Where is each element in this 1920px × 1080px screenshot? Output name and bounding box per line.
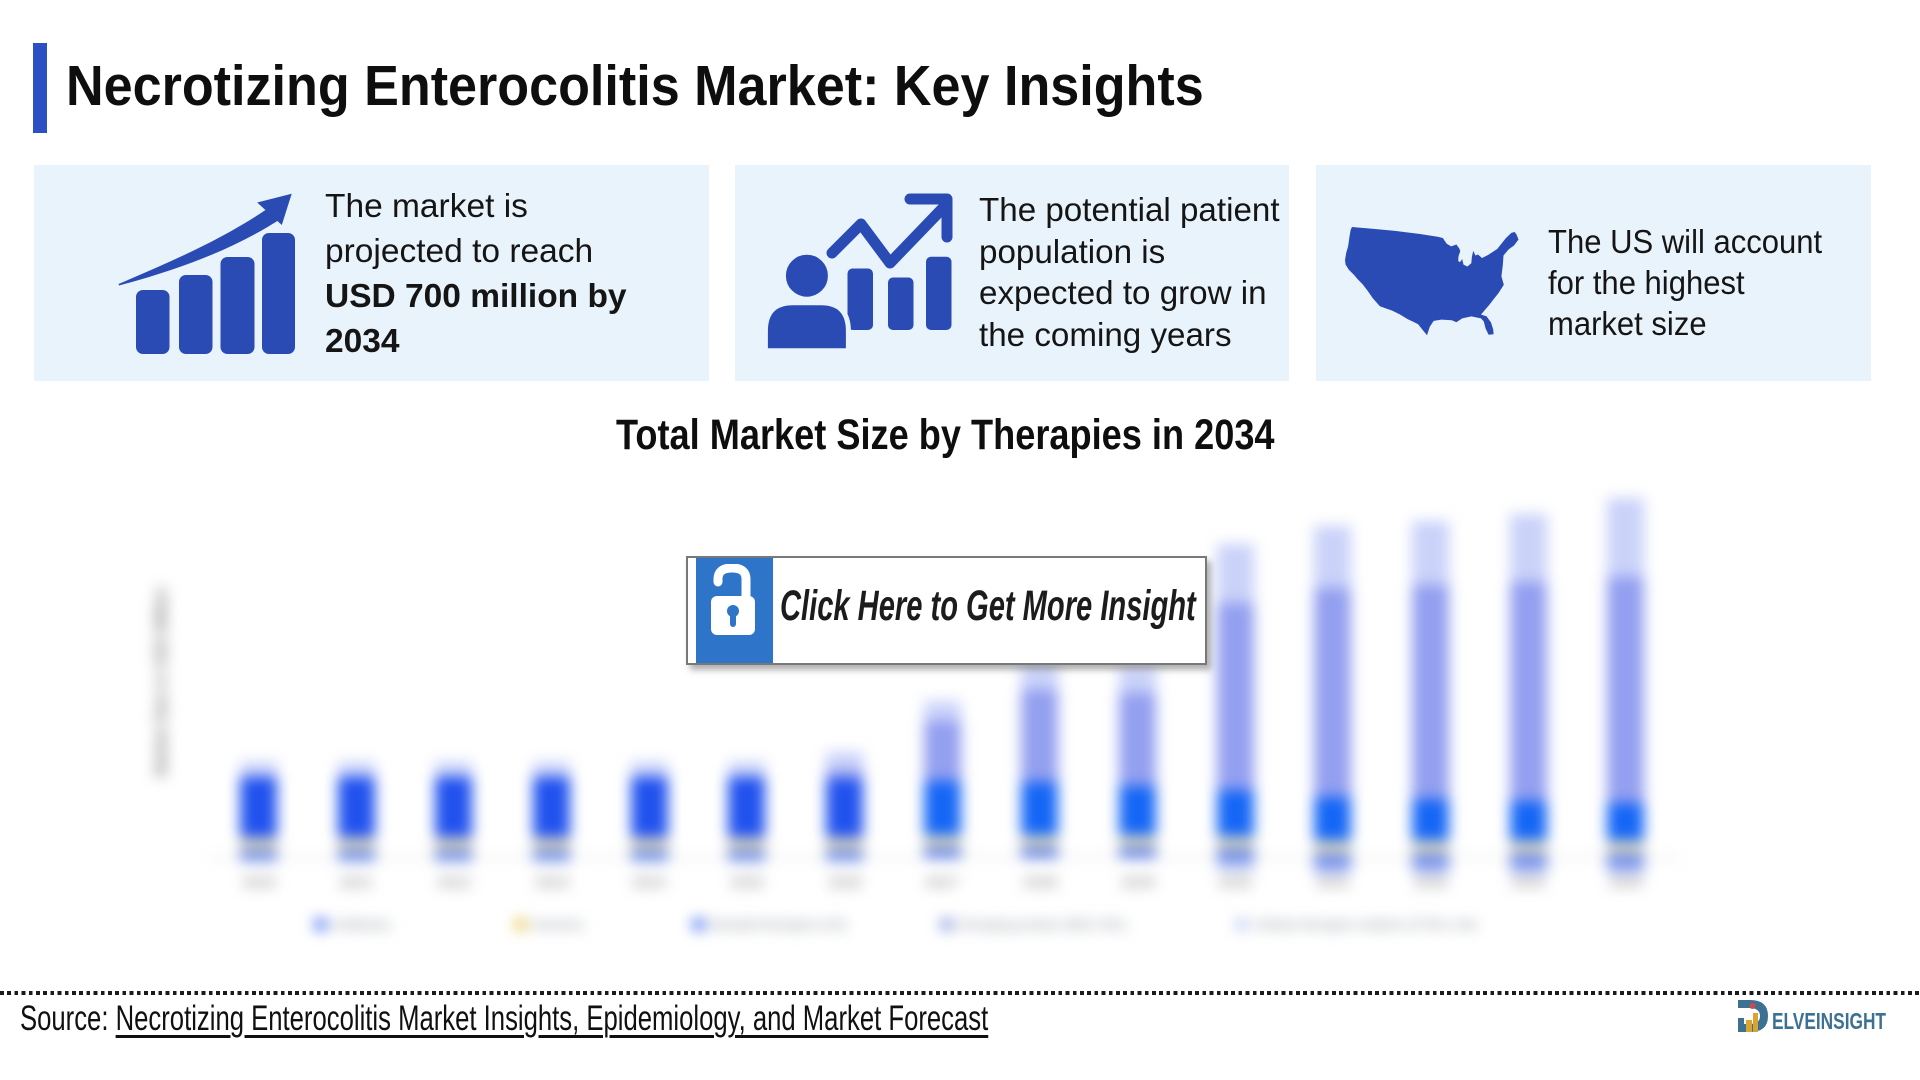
svg-text:ELVEINSIGHT: ELVEINSIGHT [1772, 1008, 1886, 1034]
